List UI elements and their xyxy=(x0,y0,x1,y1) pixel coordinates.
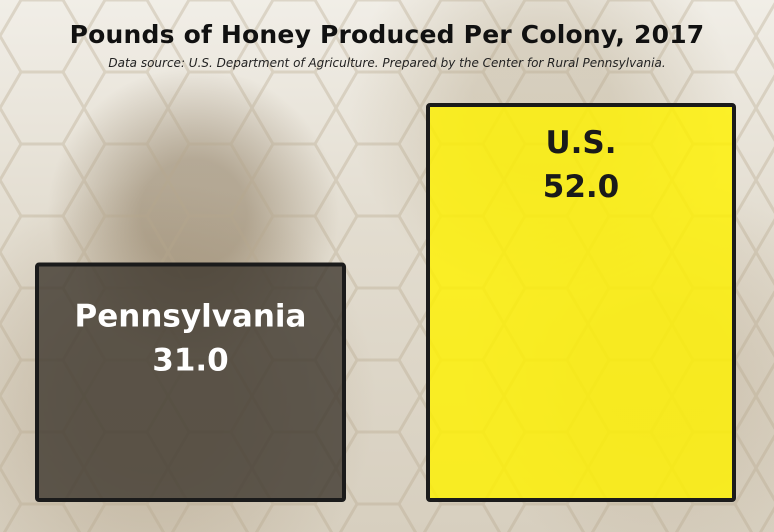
title-block: Pounds of Honey Produced Per Colony, 201… xyxy=(0,20,774,70)
chart-subtitle: Data source: U.S. Department of Agricult… xyxy=(108,56,666,70)
bar-value-label: 52.0 xyxy=(543,169,620,205)
bar-value-label: 31.0 xyxy=(152,343,229,379)
bar-category-label: Pennsylvania xyxy=(75,299,307,335)
bar-u-s xyxy=(426,103,736,502)
chart-title: Pounds of Honey Produced Per Colony, 201… xyxy=(69,20,705,49)
bar-category-label: U.S. xyxy=(545,125,616,161)
